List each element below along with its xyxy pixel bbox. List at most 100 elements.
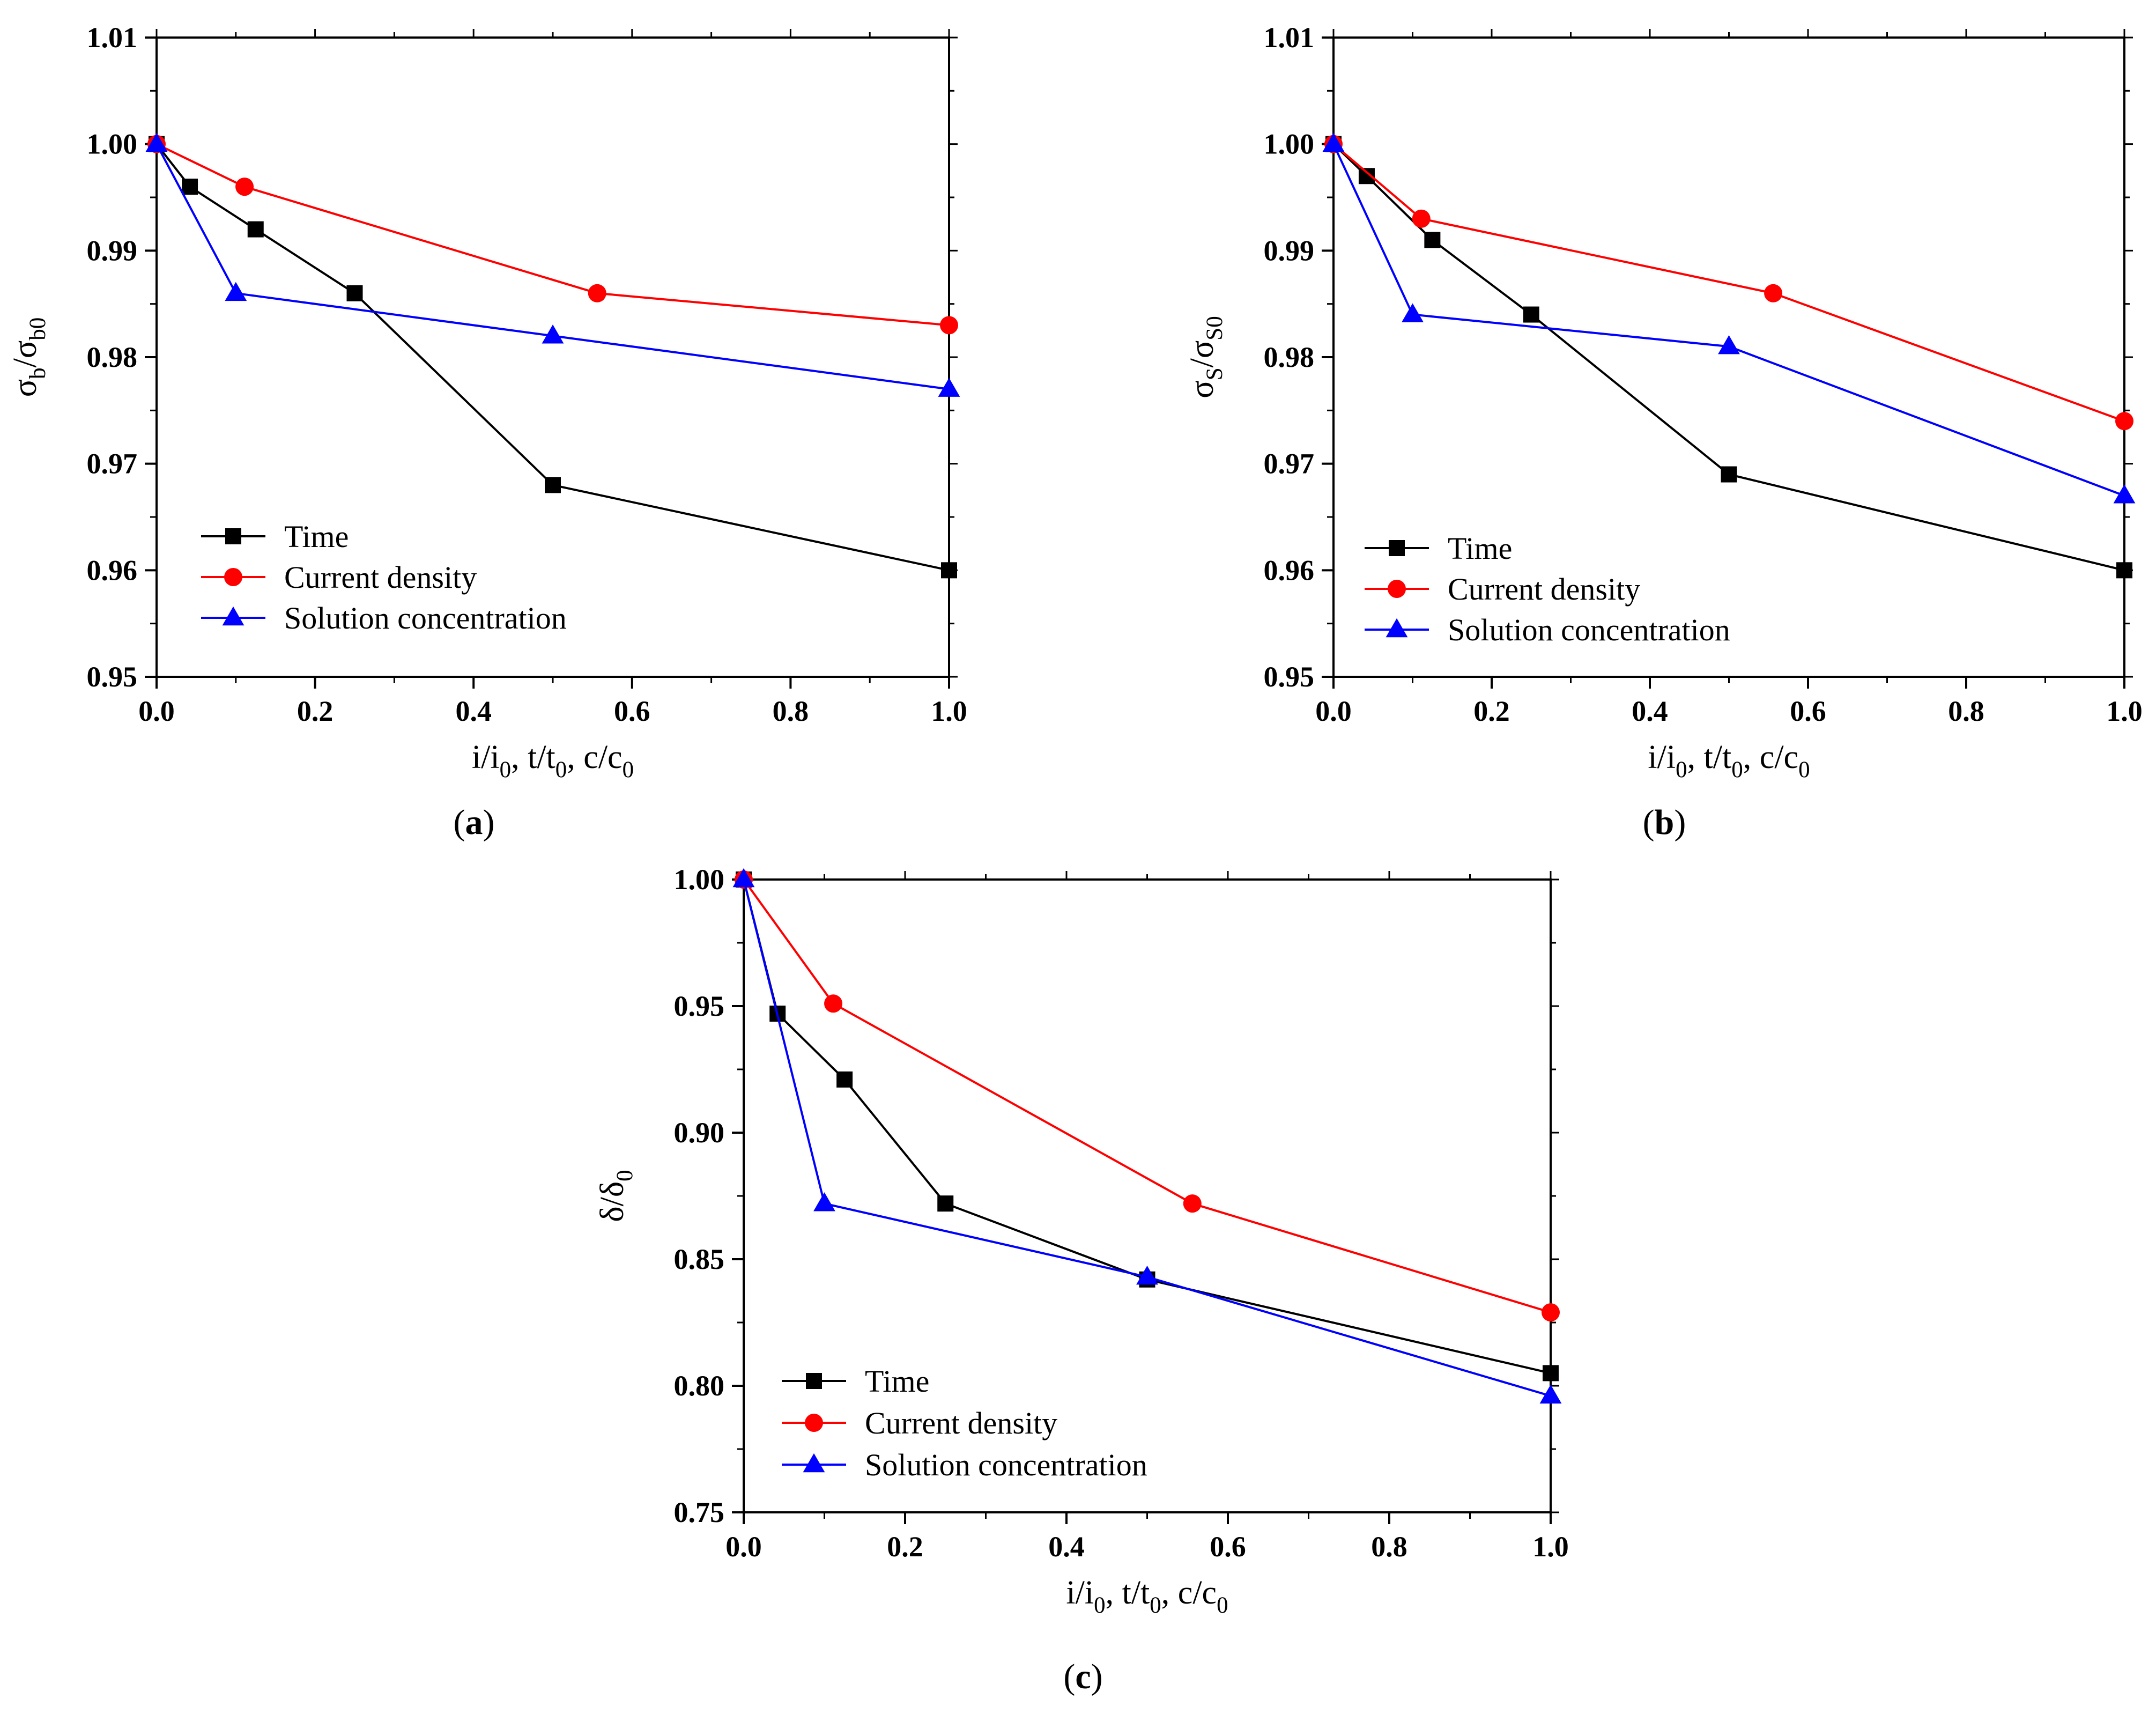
data-point-current-density [1183,1194,1202,1213]
panel-label: (b) [1643,803,1686,842]
x-axis-title: i/i0, t/t0, c/c0 [1066,1575,1228,1618]
legend-marker-time [225,528,241,544]
y-tick-label: 0.95 [87,661,138,693]
data-point-current-density [1764,284,1783,302]
data-point-solution-concentration [145,132,168,152]
y-tick-label: 0.96 [87,554,138,586]
series-line-time [155,143,950,572]
data-point-time [247,221,264,238]
data-point-time [1424,232,1441,248]
legend-label-time: Time [865,1364,929,1399]
data-point-time [545,477,561,493]
legend: Time Current density Solution concentratio… [782,1364,1147,1482]
x-tick-label: 1.0 [2106,695,2143,727]
series-line-current-density [156,143,950,327]
y-tick-label: 1.00 [674,863,725,896]
y-tick-label: 1.00 [1264,128,1315,160]
data-point-solution-concentration [225,282,247,301]
y-tick-label: 0.80 [674,1370,725,1402]
panel-c: 0.75 0.80 0.85 0.90 0.95 1.00 0.0 0.2 0.4 0.6 0.8 1… [594,863,1569,1696]
panel-label: (c) [1063,1657,1102,1696]
data-point-solution-concentration [1136,1265,1158,1285]
data-point-time [836,1071,853,1088]
x-tick-label: 0.6 [1790,695,1826,727]
y-tick-label: 0.99 [1264,234,1315,267]
x-tick-label: 0.0 [1315,695,1352,727]
y-tick-label: 0.85 [674,1243,725,1275]
data-point-solution-concentration [732,868,755,888]
y-tick-label: 0.97 [87,448,138,480]
y-tick-label: 0.99 [87,234,138,267]
legend-label-current-density: Current density [284,560,477,595]
legend-label-current-density: Current density [865,1406,1057,1440]
legend-label-time: Time [284,519,349,554]
data-point-time [346,285,363,301]
data-point-time [937,1195,954,1212]
legend: Time Current density Solution concentratio… [1365,531,1730,647]
legend-marker-time [1389,540,1405,556]
data-point-time [941,562,957,579]
plot-frame [155,36,950,678]
legend-marker-solution-concentration [222,606,245,626]
panel-label: (a) [454,803,495,842]
y-tick-label: 1.00 [87,128,138,160]
legend-marker-solution-concentration [803,1453,825,1473]
y-tick-label: 0.98 [87,341,138,373]
series-line-current-density [1332,143,2125,423]
series-line-solution-concentration [743,879,1551,1397]
data-point-current-density [1542,1303,1560,1322]
series-line-time [743,879,1551,1375]
data-point-current-density [940,316,958,335]
data-point-time [1523,306,1539,323]
x-tick-label: 0.2 [887,1531,923,1563]
data-point-solution-concentration [813,1192,835,1211]
x-tick-label: 0.6 [1210,1531,1246,1563]
y-tick-label: 0.90 [674,1117,725,1149]
data-point-time [1543,1365,1559,1381]
legend: Time Current density Solution concentratio… [201,519,567,636]
y-axis-title: σS/σS0 [1184,316,1227,398]
x-tick-label: 0.4 [1632,695,1668,727]
y-axis-title: σb/σb0 [7,317,50,397]
x-tick-label: 0.0 [725,1531,762,1563]
x-tick-label: 1.0 [931,695,967,727]
y-tick-label: 0.95 [674,990,725,1022]
data-point-solution-concentration [1402,303,1424,322]
data-point-solution-concentration [1539,1384,1562,1404]
data-point-time [2116,562,2132,579]
y-tick-label: 0.75 [674,1496,725,1528]
data-point-current-density [235,178,254,196]
y-tick-label: 0.98 [1264,341,1315,373]
panel-b: 0.95 0.96 0.97 0.98 0.99 1.00 1.01 0.0 0.2 0.4 0.6… [1184,21,2143,842]
x-axis-title: i/i0, t/t0, c/c0 [1648,739,1810,782]
data-point-current-density [2115,412,2133,431]
x-tick-label: 0.4 [1048,1531,1085,1563]
legend-marker-current-density [224,568,242,586]
y-axis-title: δ/δ0 [594,1170,638,1222]
y-tick-label: 1.01 [87,21,138,54]
x-tick-label: 0.0 [138,695,175,727]
legend-label-time: Time [1448,531,1512,566]
legend-label-current-density: Current density [1448,572,1640,607]
legend-marker-current-density [1388,580,1406,598]
x-tick-label: 0.2 [1473,695,1510,727]
series-line-solution-concentration [155,143,950,390]
panel-a: 0.95 0.96 0.97 0.98 0.99 1.00 1.01 0.0 0.2 0.4 0.6… [7,21,967,842]
data-point-current-density [1412,209,1431,228]
data-point-current-density [588,284,606,302]
x-tick-label: 0.6 [614,695,650,727]
series-line-current-density [743,878,1551,1314]
y-tick-label: 1.01 [1264,21,1315,54]
x-tick-label: 0.8 [1948,695,1984,727]
x-axis-title: i/i0, t/t0, c/c0 [472,739,634,782]
legend-label-solution-concentration: Solution concentration [284,601,567,636]
legend-marker-time [806,1373,822,1389]
data-point-solution-concentration [1718,335,1740,354]
y-tick-label: 0.95 [1264,661,1315,693]
y-tick-label: 0.96 [1264,554,1315,586]
legend-marker-current-density [805,1414,823,1432]
x-tick-label: 1.0 [1532,1531,1569,1563]
legend-label-solution-concentration: Solution concentration [1448,612,1730,647]
legend-marker-solution-concentration [1386,618,1408,638]
